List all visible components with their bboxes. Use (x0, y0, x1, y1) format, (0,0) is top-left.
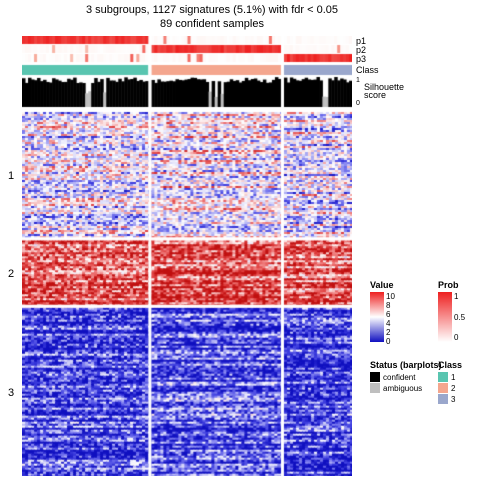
legend-item: confident (370, 372, 442, 382)
legend-prob-ticks: 10.50 (454, 292, 465, 342)
legend-value-gradient (370, 292, 384, 342)
legend-class-title: Class (438, 360, 462, 370)
row-group-label-3: 3 (8, 387, 14, 399)
legend-item: 2 (438, 383, 462, 393)
silhouette-axis: 10 (356, 77, 360, 107)
annot-label-class: Class (356, 65, 379, 75)
legend-item: 1 (438, 372, 462, 382)
row-group-label-2: 2 (8, 268, 14, 280)
plot-subtitle: 89 confident samples (0, 18, 424, 30)
legend-item: ambiguous (370, 383, 442, 393)
legend-class-items: 123 (438, 372, 462, 404)
annot-label-silhouette: Silhouette score (364, 83, 404, 99)
legend-prob: Prob 10.50 (438, 280, 465, 342)
heatmap-canvas (22, 36, 352, 476)
legend-item: 3 (438, 394, 462, 404)
legend-value-title: Value (370, 280, 395, 290)
plot-title: 3 subgroups, 1127 signatures (5.1%) with… (0, 4, 424, 16)
legend-status: Status (barplots) confidentambiguous (370, 360, 442, 394)
legend-value-ticks: 1086420 (386, 292, 395, 342)
legend-value: Value 1086420 (370, 280, 395, 342)
legend-status-items: confidentambiguous (370, 372, 442, 393)
legend-prob-gradient (438, 292, 452, 342)
legend-status-title: Status (barplots) (370, 360, 442, 370)
row-group-label-1: 1 (8, 170, 14, 182)
legend-class: Class 123 (438, 360, 462, 405)
legend-prob-title: Prob (438, 280, 465, 290)
annot-label-p3: p3 (356, 54, 366, 64)
